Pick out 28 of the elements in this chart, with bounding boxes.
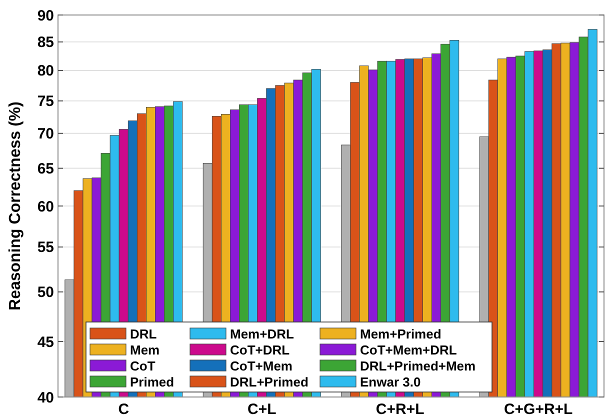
y-tick-label: 45 bbox=[37, 334, 54, 351]
y-tick-label: 85 bbox=[37, 34, 54, 52]
y-tick-label: 70 bbox=[37, 126, 54, 143]
y-tick-label: 65 bbox=[37, 160, 54, 178]
legend-label: Primed bbox=[130, 374, 174, 390]
y-tick-label: 50 bbox=[37, 284, 54, 302]
legend-label: Enwar 3.0 bbox=[360, 374, 421, 390]
y-tick-label: 75 bbox=[37, 93, 54, 110]
legend-label: CoT+Mem bbox=[230, 358, 292, 374]
x-tick-label: C+R+L bbox=[376, 401, 424, 418]
y-tick-label: 90 bbox=[37, 7, 54, 24]
legend-label: Mem+DRL bbox=[230, 326, 294, 342]
legend-label: Mem+Primed bbox=[360, 326, 442, 342]
legend-label: CoT+Mem+DRL bbox=[360, 342, 457, 358]
x-tick-label: C+G+R+L bbox=[504, 401, 573, 418]
legend-label: CoT+DRL bbox=[230, 342, 290, 358]
y-tick-label: 40 bbox=[37, 389, 54, 406]
legend-label: DRL+Primed+Mem bbox=[360, 358, 476, 374]
y-tick-label: 55 bbox=[37, 239, 54, 256]
legend-label: DRL+Primed bbox=[230, 374, 308, 390]
y-tick-label: 80 bbox=[37, 62, 54, 80]
y-tick-label: 60 bbox=[37, 198, 54, 216]
x-tick-label: C+L bbox=[248, 401, 276, 418]
x-tick-label: C bbox=[118, 401, 130, 418]
legend-label: CoT bbox=[130, 358, 156, 374]
legend-label: DRL bbox=[130, 326, 157, 342]
legend-label: Mem bbox=[130, 342, 160, 358]
y-axis-title: Reasoning Correctness (%) bbox=[7, 102, 24, 310]
